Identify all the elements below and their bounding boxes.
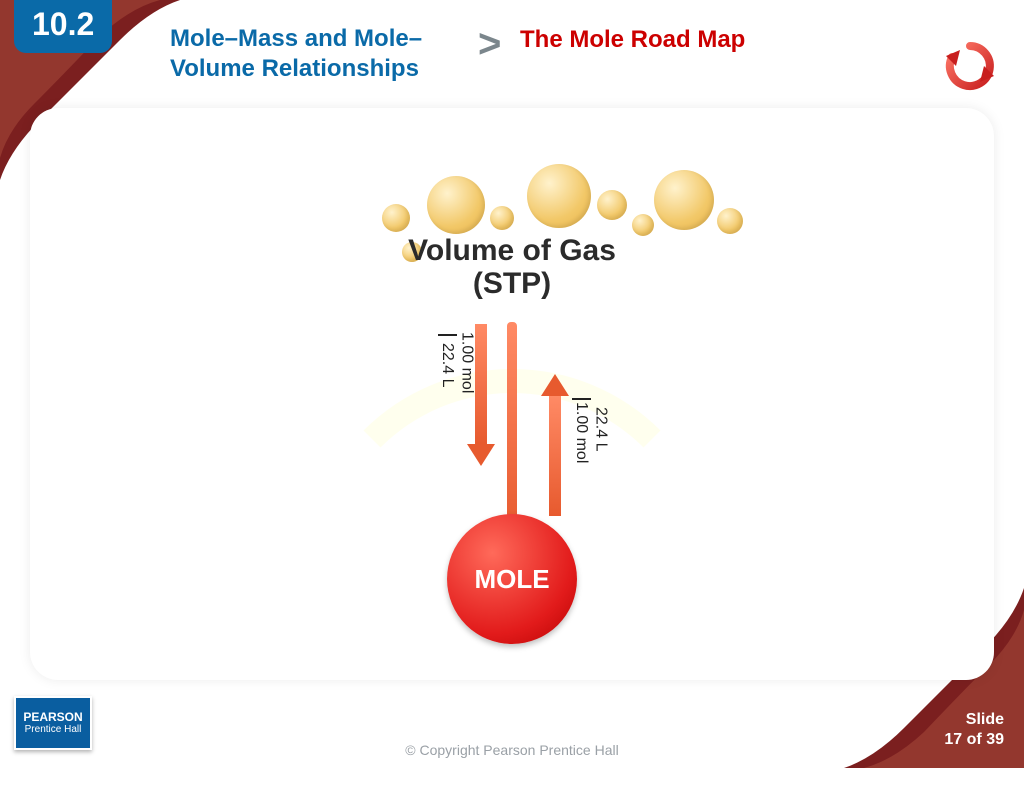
- conv-up-num: 22.4 L: [591, 396, 610, 463]
- gas-bubble: [654, 170, 714, 230]
- mole-node-label: MOLE: [474, 564, 549, 595]
- pearson-logo: PEARSON Prentice Hall: [14, 696, 92, 750]
- gas-label-line1: Volume of Gas: [408, 234, 616, 267]
- gas-label-line2: (STP): [473, 267, 551, 300]
- conv-down-den: 22.4 L: [438, 334, 457, 393]
- mole-roadmap-diagram: Volume of Gas (STP) 1.00 mol 22.4 L 22.4…: [252, 164, 772, 664]
- gas-bubble: [597, 190, 627, 220]
- slide-position: 17 of 39: [944, 731, 1004, 748]
- conv-down-num: 1.00 mol: [457, 332, 476, 393]
- slide-counter: Slide 17 of 39: [944, 710, 1004, 750]
- gas-bubble: [382, 204, 410, 232]
- slide-subtitle: The Mole Road Map: [520, 26, 745, 54]
- logo-subbrand: Prentice Hall: [25, 724, 82, 735]
- slide-label: Slide: [966, 711, 1004, 728]
- conversion-ratio-down: 1.00 mol 22.4 L: [438, 332, 476, 393]
- gas-bubble: [527, 164, 591, 228]
- gas-volume-label: Volume of Gas (STP): [408, 234, 616, 300]
- content-card: Volume of Gas (STP) 1.00 mol 22.4 L 22.4…: [30, 108, 994, 680]
- refresh-cycle-icon[interactable]: [942, 38, 998, 94]
- logo-brand: PEARSON: [23, 711, 82, 724]
- gas-bubble: [632, 214, 654, 236]
- gas-bubble: [717, 208, 743, 234]
- gas-bubble: [490, 206, 514, 230]
- slide-title: Mole–Mass and Mole–Volume Relationships: [170, 24, 480, 84]
- mole-node: MOLE: [447, 514, 577, 644]
- section-number-tab: 10.2: [14, 0, 112, 53]
- arrow-up: [544, 374, 566, 516]
- center-connector-bar: [507, 322, 517, 532]
- conversion-ratio-up: 22.4 L 1.00 mol: [572, 396, 610, 463]
- conv-up-den: 1.00 mol: [572, 398, 591, 463]
- chevron-icon: >: [478, 22, 501, 67]
- gas-bubble: [427, 176, 485, 234]
